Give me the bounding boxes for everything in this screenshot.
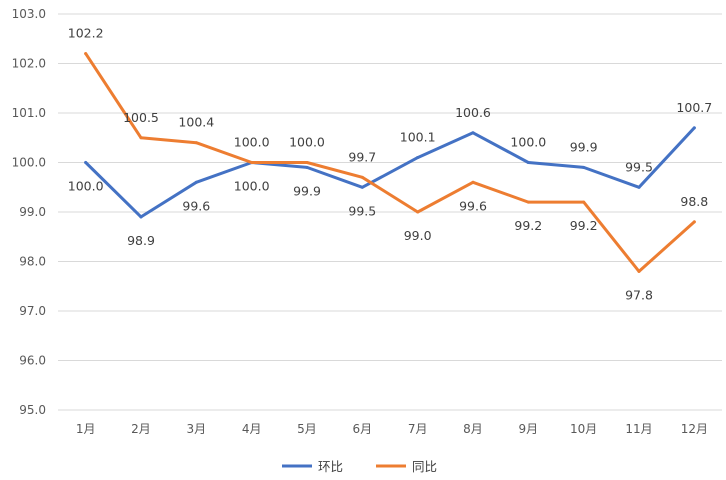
x-tick-label: 4月 xyxy=(242,422,262,436)
data-label: 98.8 xyxy=(680,194,708,209)
y-tick-label: 97.0 xyxy=(19,304,46,318)
data-point xyxy=(139,136,143,140)
data-point xyxy=(637,185,641,189)
data-label: 100.0 xyxy=(289,135,325,150)
x-tick-label: 2月 xyxy=(131,422,151,436)
y-tick-label: 95.0 xyxy=(19,403,46,417)
data-point xyxy=(471,180,475,184)
series-lines xyxy=(84,52,696,273)
x-tick-label: 12月 xyxy=(681,422,708,436)
x-tick-label: 8月 xyxy=(463,422,483,436)
data-point xyxy=(360,175,364,179)
data-point xyxy=(692,126,696,130)
data-label: 99.2 xyxy=(570,218,598,233)
x-tick-label: 6月 xyxy=(353,422,373,436)
data-point xyxy=(84,161,88,164)
data-label: 102.2 xyxy=(68,26,104,41)
data-label: 100.4 xyxy=(178,115,214,130)
data-point xyxy=(416,156,420,160)
data-point xyxy=(582,165,586,169)
y-tick-label: 99.0 xyxy=(19,205,46,219)
x-tick-label: 9月 xyxy=(519,422,539,436)
data-point xyxy=(360,185,364,189)
y-tick-label: 100.0 xyxy=(12,156,46,170)
data-label: 99.9 xyxy=(570,139,598,154)
data-label: 99.5 xyxy=(348,203,376,218)
data-point xyxy=(305,161,309,164)
series-line-yoy xyxy=(84,52,696,273)
data-point xyxy=(194,180,198,184)
y-tick-label: 96.0 xyxy=(19,354,46,368)
data-label: 100.1 xyxy=(400,130,436,145)
data-point xyxy=(526,200,530,204)
data-point xyxy=(471,131,475,135)
legend: 环比 同比 xyxy=(282,459,437,474)
legend-label: 环比 xyxy=(318,459,343,474)
data-point xyxy=(692,220,696,224)
gridlines xyxy=(58,13,722,411)
data-label: 99.2 xyxy=(514,218,542,233)
data-label: 100.7 xyxy=(676,100,712,115)
data-label: 99.6 xyxy=(182,198,210,213)
data-label: 100.0 xyxy=(68,179,104,194)
data-label: 99.0 xyxy=(404,228,432,243)
data-labels: 100.0 98.9 99.6 100.0 99.9 99.5 100.1 100.6 100.… xyxy=(68,26,712,303)
data-point xyxy=(416,210,420,214)
data-label: 100.0 xyxy=(510,135,546,150)
x-axis-ticks: 1月 2月 3月 4月 5月 6月 7月 8月 9月 10月 11月 12月 xyxy=(76,422,708,436)
y-tick-label: 98.0 xyxy=(19,255,46,269)
legend-label: 同比 xyxy=(412,459,437,474)
y-tick-label: 102.0 xyxy=(12,57,46,71)
data-label: 97.8 xyxy=(625,287,653,302)
x-tick-label: 5月 xyxy=(297,422,317,436)
y-axis-ticks: 95.0 96.0 97.0 98.0 99.0 100.0 101.0 102.0 103.0 xyxy=(12,7,46,417)
data-point xyxy=(526,161,530,164)
data-label: 100.6 xyxy=(455,105,491,120)
x-tick-label: 10月 xyxy=(570,422,597,436)
data-label: 99.5 xyxy=(625,159,653,174)
data-point xyxy=(139,215,143,219)
data-point xyxy=(305,165,309,169)
data-label: 100.0 xyxy=(234,179,270,194)
data-point xyxy=(84,52,88,56)
x-tick-label: 1月 xyxy=(76,422,96,436)
y-tick-label: 103.0 xyxy=(12,7,46,21)
data-label: 100.5 xyxy=(123,110,159,125)
x-tick-label: 7月 xyxy=(408,422,428,436)
data-point xyxy=(582,200,586,204)
data-label: 98.9 xyxy=(127,233,155,248)
data-point xyxy=(250,161,254,164)
data-point xyxy=(194,141,198,145)
y-tick-label: 101.0 xyxy=(12,106,46,120)
data-label: 99.6 xyxy=(459,198,487,213)
x-tick-label: 3月 xyxy=(187,422,207,436)
data-label: 100.0 xyxy=(234,135,270,150)
data-label: 99.9 xyxy=(293,183,321,198)
data-label: 99.7 xyxy=(348,149,376,164)
x-tick-label: 11月 xyxy=(625,422,652,436)
data-point xyxy=(637,269,641,273)
series-line-mom xyxy=(84,126,696,219)
